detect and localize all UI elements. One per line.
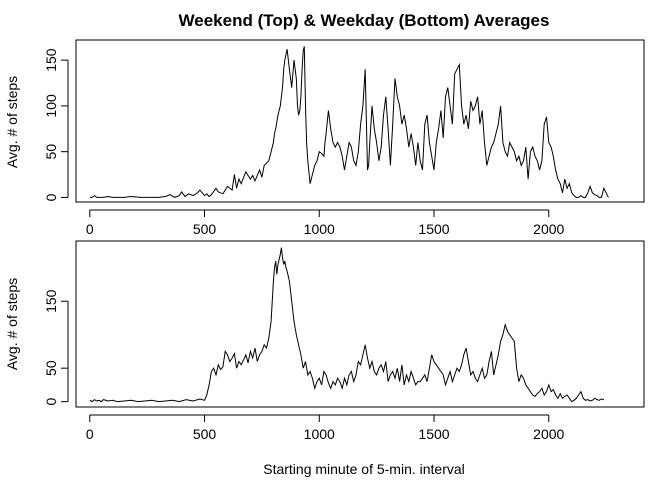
figure-title: Weekend (Top) & Weekday (Bottom) Average… xyxy=(179,11,550,30)
weekend-x-tick-label: 1000 xyxy=(304,221,335,237)
weekend-y-tick-label: 150 xyxy=(43,48,59,72)
weekday-x-tick-label: 0 xyxy=(86,426,94,442)
x-axis-label: Starting minute of 5-min. interval xyxy=(263,461,465,477)
weekday-x-tick-label: 2000 xyxy=(533,426,564,442)
weekend-series-line xyxy=(89,46,609,198)
weekday-x-tick-label: 1500 xyxy=(418,426,449,442)
weekend-plot-box xyxy=(75,39,645,203)
weekend-panel: 0 500 1000 1500 2000 0 50 100 150 Avg. # of ste… xyxy=(4,39,645,237)
weekend-x-tick-label: 1500 xyxy=(418,221,449,237)
weekend-x-tick-label: 0 xyxy=(86,221,94,237)
weekday-series-line xyxy=(89,247,604,403)
weekday-panel: 0 500 1000 1500 2000 0 50 150 Avg. # of steps xyxy=(4,240,645,442)
weekend-y-axis: 0 50 100 150 xyxy=(43,48,69,201)
weekend-y-tick-label: 0 xyxy=(43,193,59,201)
weekend-y-tick-label: 100 xyxy=(43,94,59,118)
weekend-x-tick-label: 2000 xyxy=(533,221,564,237)
weekday-y-tick-label: 150 xyxy=(43,289,59,313)
weekday-x-tick-label: 1000 xyxy=(304,426,335,442)
weekday-x-tick-label: 500 xyxy=(193,426,217,442)
weekend-y-label: Avg. # of steps xyxy=(4,76,20,168)
weekend-y-tick-label: 50 xyxy=(43,144,59,160)
weekday-y-tick-label: 0 xyxy=(43,398,59,406)
weekend-x-tick-label: 500 xyxy=(193,221,217,237)
weekend-x-axis: 0 500 1000 1500 2000 xyxy=(86,209,565,237)
weekday-plot-box xyxy=(75,240,645,408)
weekday-y-tick-label: 50 xyxy=(43,360,59,376)
weekday-y-label: Avg. # of steps xyxy=(4,278,20,370)
weekday-x-axis: 0 500 1000 1500 2000 xyxy=(86,414,565,442)
weekday-y-axis: 0 50 150 xyxy=(43,289,69,406)
